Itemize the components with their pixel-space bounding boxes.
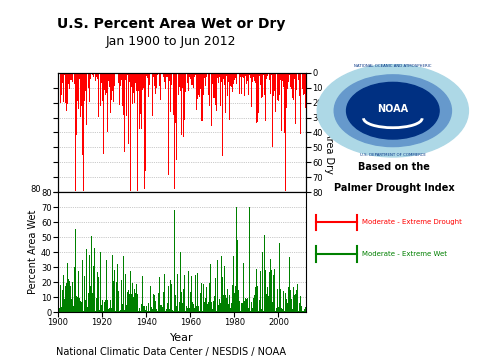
Text: 80: 80 [30,185,41,194]
X-axis label: Year: Year [170,333,194,343]
Text: U.S. Percent Area Wet or Dry: U.S. Percent Area Wet or Dry [57,17,285,30]
Y-axis label: Percent Area Wet: Percent Area Wet [28,210,38,294]
Y-axis label: Percent Area Dry: Percent Area Dry [324,91,334,174]
Circle shape [347,82,439,139]
Circle shape [317,65,469,157]
Text: Palmer Drought Index: Palmer Drought Index [334,183,455,193]
Text: U.S. DEPARTMENT OF COMMERCE: U.S. DEPARTMENT OF COMMERCE [360,153,426,157]
Text: Moderate - Extreme Wet: Moderate - Extreme Wet [362,251,447,257]
Text: NOAA: NOAA [377,104,408,114]
Text: NATIONAL OCEANIC AND ATMOSPHERIC: NATIONAL OCEANIC AND ATMOSPHERIC [354,64,431,68]
Text: Jan 1900 to Jun 2012: Jan 1900 to Jun 2012 [106,35,236,48]
Text: Moderate - Extreme Drought: Moderate - Extreme Drought [362,220,462,225]
Text: Based on the: Based on the [358,162,430,172]
Circle shape [334,75,452,147]
Text: National Climatic Data Center / NESDIS / NOAA: National Climatic Data Center / NESDIS /… [56,347,286,357]
